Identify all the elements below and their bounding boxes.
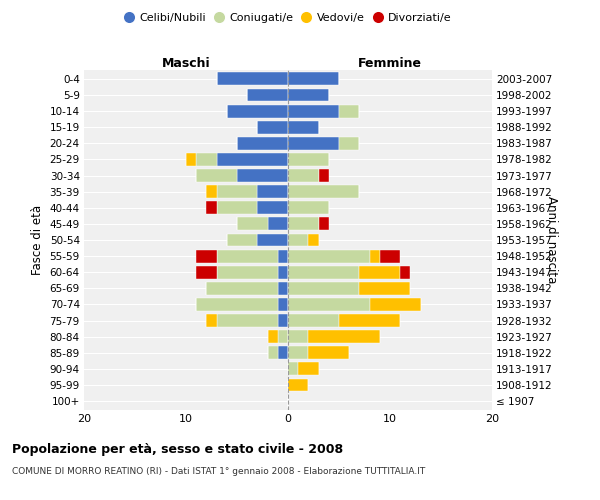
- Bar: [237, 169, 288, 182]
- Legend: Celibi/Nubili, Coniugati/e, Vedovi/e, Divorziati/e: Celibi/Nubili, Coniugati/e, Vedovi/e, Di…: [120, 8, 456, 28]
- Bar: [288, 88, 329, 102]
- Y-axis label: Anni di nascita: Anni di nascita: [545, 196, 559, 284]
- Bar: [308, 346, 349, 359]
- Bar: [217, 266, 278, 278]
- Bar: [288, 72, 339, 86]
- Bar: [217, 314, 278, 327]
- Bar: [339, 314, 400, 327]
- Bar: [257, 121, 288, 134]
- Bar: [308, 234, 319, 246]
- Bar: [370, 298, 421, 311]
- Bar: [288, 185, 359, 198]
- Bar: [217, 153, 288, 166]
- Bar: [288, 282, 359, 295]
- Text: Maschi: Maschi: [161, 57, 211, 70]
- Bar: [196, 298, 278, 311]
- Bar: [288, 378, 308, 392]
- Bar: [359, 282, 410, 295]
- Bar: [308, 330, 380, 343]
- Bar: [257, 202, 288, 214]
- Bar: [278, 266, 288, 278]
- Bar: [319, 218, 329, 230]
- Bar: [370, 250, 380, 262]
- Bar: [288, 314, 339, 327]
- Bar: [268, 346, 278, 359]
- Text: COMUNE DI MORRO REATINO (RI) - Dati ISTAT 1° gennaio 2008 - Elaborazione TUTTITA: COMUNE DI MORRO REATINO (RI) - Dati ISTA…: [12, 468, 425, 476]
- Bar: [288, 234, 308, 246]
- Bar: [288, 218, 319, 230]
- Bar: [288, 250, 370, 262]
- Text: Femmine: Femmine: [358, 57, 422, 70]
- Bar: [237, 137, 288, 150]
- Bar: [288, 137, 339, 150]
- Bar: [288, 362, 298, 376]
- Bar: [257, 185, 288, 198]
- Bar: [278, 330, 288, 343]
- Y-axis label: Fasce di età: Fasce di età: [31, 205, 44, 275]
- Bar: [288, 346, 308, 359]
- Bar: [196, 169, 237, 182]
- Bar: [217, 250, 278, 262]
- Bar: [380, 250, 400, 262]
- Bar: [288, 153, 329, 166]
- Bar: [278, 250, 288, 262]
- Bar: [196, 153, 217, 166]
- Bar: [319, 169, 329, 182]
- Bar: [278, 346, 288, 359]
- Bar: [196, 250, 217, 262]
- Bar: [186, 153, 196, 166]
- Bar: [288, 121, 319, 134]
- Bar: [206, 202, 217, 214]
- Bar: [217, 72, 288, 86]
- Bar: [206, 314, 217, 327]
- Bar: [288, 202, 329, 214]
- Bar: [278, 298, 288, 311]
- Bar: [247, 88, 288, 102]
- Bar: [268, 218, 288, 230]
- Bar: [196, 266, 217, 278]
- Text: Popolazione per età, sesso e stato civile - 2008: Popolazione per età, sesso e stato civil…: [12, 442, 343, 456]
- Bar: [288, 104, 339, 118]
- Bar: [400, 266, 410, 278]
- Bar: [288, 266, 359, 278]
- Bar: [359, 266, 400, 278]
- Bar: [339, 137, 359, 150]
- Bar: [288, 169, 319, 182]
- Bar: [206, 282, 278, 295]
- Bar: [237, 218, 268, 230]
- Bar: [278, 282, 288, 295]
- Bar: [288, 298, 370, 311]
- Bar: [227, 104, 288, 118]
- Bar: [217, 185, 257, 198]
- Bar: [298, 362, 319, 376]
- Bar: [339, 104, 359, 118]
- Bar: [257, 234, 288, 246]
- Bar: [217, 202, 257, 214]
- Bar: [278, 314, 288, 327]
- Bar: [288, 330, 308, 343]
- Bar: [206, 185, 217, 198]
- Bar: [227, 234, 257, 246]
- Bar: [268, 330, 278, 343]
